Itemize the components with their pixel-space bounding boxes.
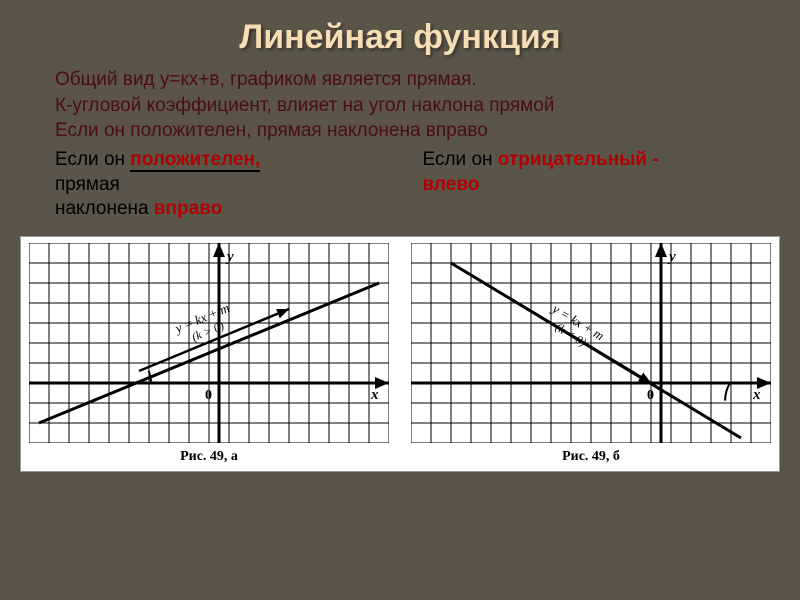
right-line-2: влево bbox=[423, 173, 761, 198]
figures-container: yx0y = kx + m(k > 0) Рис. 49, а yx0y = k… bbox=[20, 236, 780, 472]
svg-text:x: x bbox=[752, 387, 761, 403]
positive-slope-column: Если он положителен, прямая наклонена вп… bbox=[55, 148, 393, 222]
description-block: Общий вид у=кх+в, графиком является прям… bbox=[0, 57, 800, 148]
right-line-1: Если он отрицательный - bbox=[423, 148, 761, 173]
left-line-2: прямая bbox=[55, 173, 393, 198]
figure-a-caption: Рис. 49, а bbox=[27, 443, 391, 469]
chart-positive-slope: yx0y = kx + m(k > 0) bbox=[29, 243, 389, 443]
desc-line-2: К-угловой коэффициент, влияет на угол на… bbox=[55, 93, 760, 119]
left-line-3: наклонена вправо bbox=[55, 197, 393, 222]
desc-line-3: Если он положителен, прямая наклонена вп… bbox=[55, 118, 760, 144]
svg-text:0: 0 bbox=[205, 388, 212, 403]
page-title: Линейная функция bbox=[0, 0, 800, 57]
negative-slope-column: Если он отрицательный - влево bbox=[393, 148, 761, 222]
figure-b-caption: Рис. 49, б bbox=[409, 443, 773, 469]
svg-text:0: 0 bbox=[647, 388, 654, 403]
figure-b: yx0y = kx + m(k < 0) Рис. 49, б bbox=[409, 243, 773, 469]
two-column-block: Если он положителен, прямая наклонена вп… bbox=[0, 148, 800, 222]
figure-a: yx0y = kx + m(k > 0) Рис. 49, а bbox=[27, 243, 391, 469]
svg-text:x: x bbox=[370, 387, 379, 403]
desc-line-1: Общий вид у=кх+в, графиком является прям… bbox=[55, 67, 760, 93]
svg-text:y: y bbox=[667, 249, 676, 265]
left-line-1: Если он положителен, bbox=[55, 148, 393, 173]
chart-negative-slope: yx0y = kx + m(k < 0) bbox=[411, 243, 771, 443]
svg-text:y: y bbox=[225, 249, 234, 265]
